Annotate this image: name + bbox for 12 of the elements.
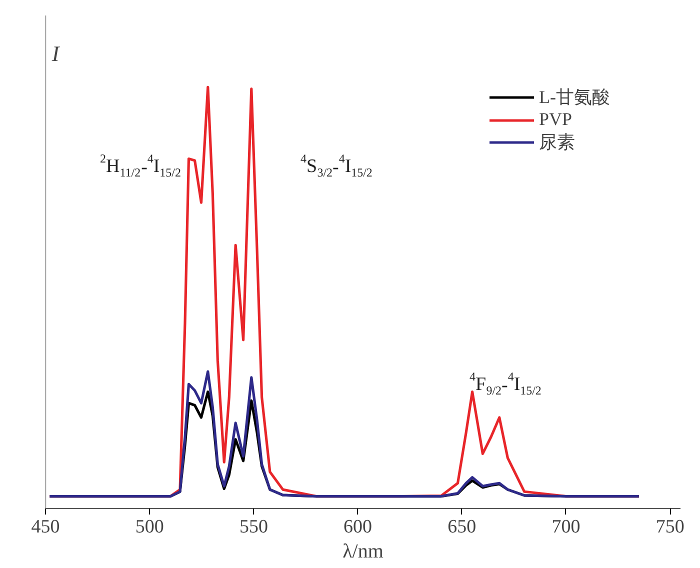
- legend-label: PVP: [539, 109, 572, 130]
- y-axis-title: I: [50, 40, 61, 66]
- x-tick-label: 600: [344, 516, 372, 538]
- x-tick-label: 650: [448, 516, 476, 538]
- x-axis-title: λ/nm: [342, 540, 384, 562]
- legend-label: L-甘氨酸: [539, 86, 610, 109]
- x-tick-label: 750: [656, 516, 684, 538]
- legend-label: 尿素: [539, 131, 575, 154]
- x-tick-label: 450: [31, 516, 60, 538]
- x-tick-label: 500: [135, 516, 164, 538]
- x-tick-label: 700: [552, 516, 580, 538]
- x-tick-label: 550: [239, 516, 268, 538]
